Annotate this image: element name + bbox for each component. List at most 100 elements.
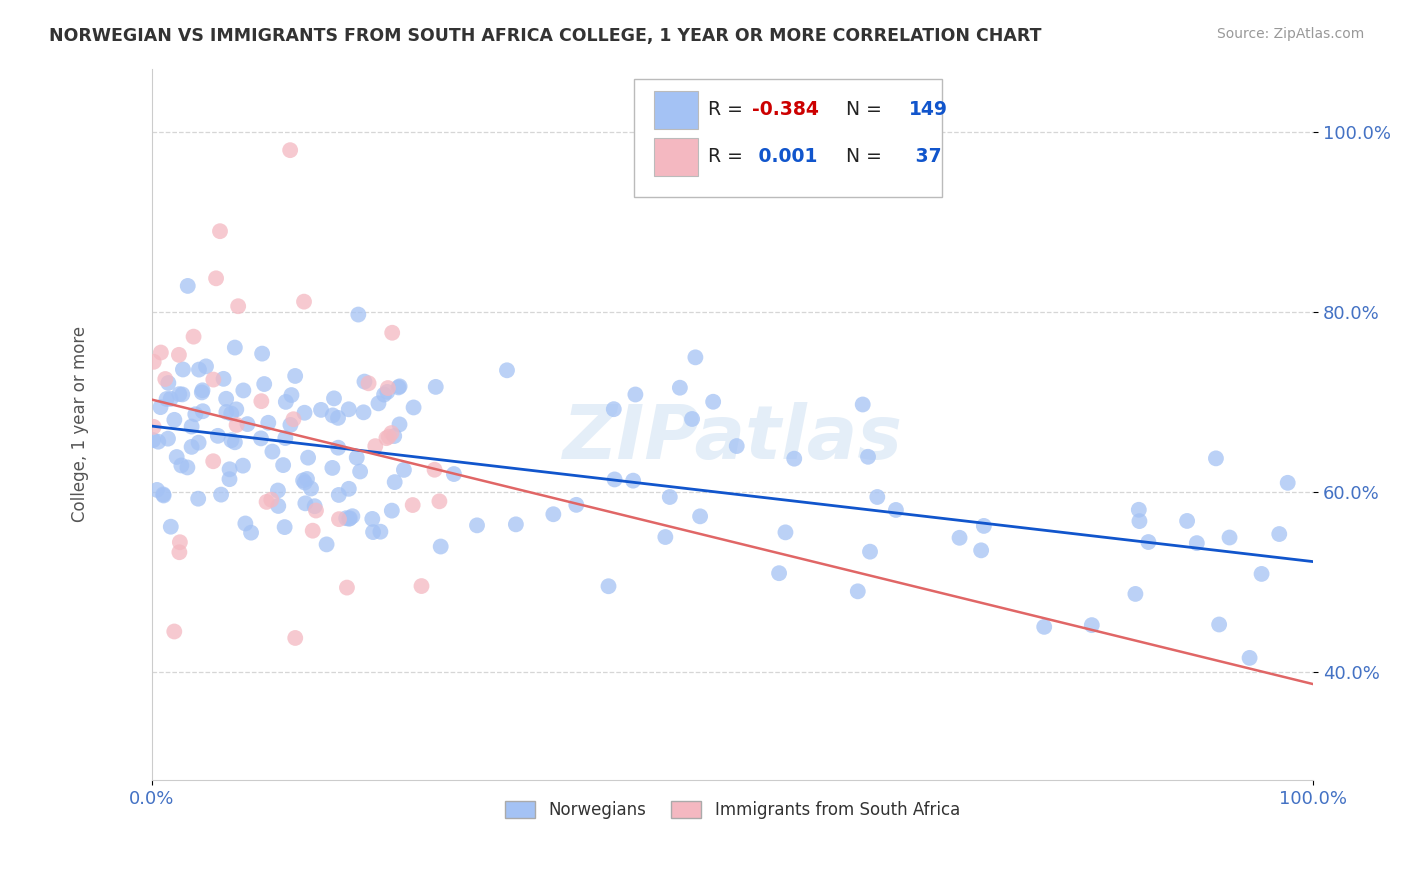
Point bbox=[689, 509, 711, 524]
Text: N =: N = bbox=[834, 147, 887, 166]
Point bbox=[328, 488, 350, 502]
Point bbox=[163, 624, 186, 639]
Point bbox=[187, 435, 209, 450]
Point bbox=[157, 376, 180, 390]
Point bbox=[361, 512, 384, 526]
Text: 149: 149 bbox=[910, 100, 948, 120]
Point bbox=[970, 543, 993, 558]
Point bbox=[349, 465, 371, 479]
Point bbox=[149, 400, 172, 414]
Point bbox=[328, 441, 350, 455]
Point bbox=[377, 430, 399, 444]
Point bbox=[262, 444, 284, 458]
Point bbox=[212, 372, 235, 386]
Point bbox=[948, 531, 970, 545]
Point bbox=[295, 472, 318, 486]
Point bbox=[859, 544, 882, 558]
Point bbox=[1128, 514, 1150, 528]
Point bbox=[274, 431, 297, 445]
Point bbox=[305, 503, 328, 517]
Point bbox=[208, 224, 231, 238]
Point bbox=[361, 525, 384, 540]
Point bbox=[429, 494, 451, 508]
Point bbox=[170, 458, 193, 473]
Point bbox=[1081, 618, 1104, 632]
Point bbox=[221, 434, 243, 448]
Point bbox=[388, 417, 411, 432]
Point bbox=[292, 294, 315, 309]
Point bbox=[218, 462, 240, 476]
Point bbox=[342, 509, 364, 524]
Y-axis label: College, 1 year or more: College, 1 year or more bbox=[72, 326, 89, 523]
Point bbox=[380, 425, 402, 440]
Point bbox=[326, 410, 349, 425]
Point bbox=[163, 413, 186, 427]
Point bbox=[866, 490, 889, 504]
Point bbox=[429, 540, 451, 554]
Point bbox=[169, 535, 191, 549]
Point bbox=[725, 439, 748, 453]
Point bbox=[381, 503, 404, 517]
Point bbox=[353, 405, 375, 419]
Point bbox=[603, 472, 626, 486]
Point bbox=[294, 475, 316, 490]
Point bbox=[202, 454, 225, 468]
Point bbox=[156, 432, 179, 446]
Point bbox=[783, 451, 806, 466]
Point bbox=[1250, 566, 1272, 581]
Point bbox=[339, 511, 361, 525]
Point bbox=[443, 467, 465, 481]
Point bbox=[621, 474, 644, 488]
Point bbox=[1268, 527, 1291, 541]
Point bbox=[159, 392, 181, 406]
Point bbox=[337, 512, 360, 526]
Point bbox=[364, 439, 387, 453]
FancyBboxPatch shape bbox=[634, 79, 942, 196]
Point bbox=[702, 394, 724, 409]
Point bbox=[215, 405, 238, 419]
Point bbox=[465, 518, 488, 533]
Point bbox=[142, 420, 165, 434]
Point bbox=[346, 450, 368, 465]
Point bbox=[685, 351, 707, 365]
Point bbox=[278, 143, 301, 157]
Point bbox=[425, 380, 447, 394]
Point bbox=[191, 404, 214, 418]
Point bbox=[225, 402, 247, 417]
Point bbox=[423, 463, 446, 477]
Point bbox=[172, 387, 194, 401]
Point bbox=[250, 431, 273, 445]
Point bbox=[284, 368, 307, 383]
Point bbox=[884, 503, 907, 517]
Point bbox=[1125, 587, 1147, 601]
Point bbox=[294, 496, 316, 510]
Point bbox=[1208, 617, 1230, 632]
Point bbox=[188, 362, 211, 376]
Point bbox=[856, 450, 879, 464]
Point bbox=[169, 545, 191, 559]
Point bbox=[1185, 536, 1208, 550]
Point bbox=[1033, 620, 1056, 634]
Point bbox=[1277, 475, 1299, 490]
Point bbox=[1128, 503, 1150, 517]
Point bbox=[232, 458, 254, 473]
Point bbox=[218, 472, 240, 486]
Point bbox=[159, 519, 181, 533]
Point bbox=[226, 299, 249, 313]
Point bbox=[235, 516, 257, 531]
Point bbox=[353, 375, 375, 389]
Text: NORWEGIAN VS IMMIGRANTS FROM SOUTH AFRICA COLLEGE, 1 YEAR OR MORE CORRELATION CH: NORWEGIAN VS IMMIGRANTS FROM SOUTH AFRIC… bbox=[49, 27, 1042, 45]
Point bbox=[176, 460, 198, 475]
Text: -0.384: -0.384 bbox=[752, 100, 820, 120]
Point bbox=[240, 525, 263, 540]
Text: R =: R = bbox=[709, 100, 749, 120]
Point bbox=[852, 397, 875, 411]
Point bbox=[681, 412, 703, 426]
Text: 0.001: 0.001 bbox=[752, 147, 818, 166]
Point bbox=[337, 482, 360, 496]
Point bbox=[225, 417, 247, 432]
Point bbox=[187, 491, 209, 506]
Point bbox=[973, 519, 995, 533]
Point bbox=[180, 440, 202, 454]
Point bbox=[250, 346, 273, 360]
